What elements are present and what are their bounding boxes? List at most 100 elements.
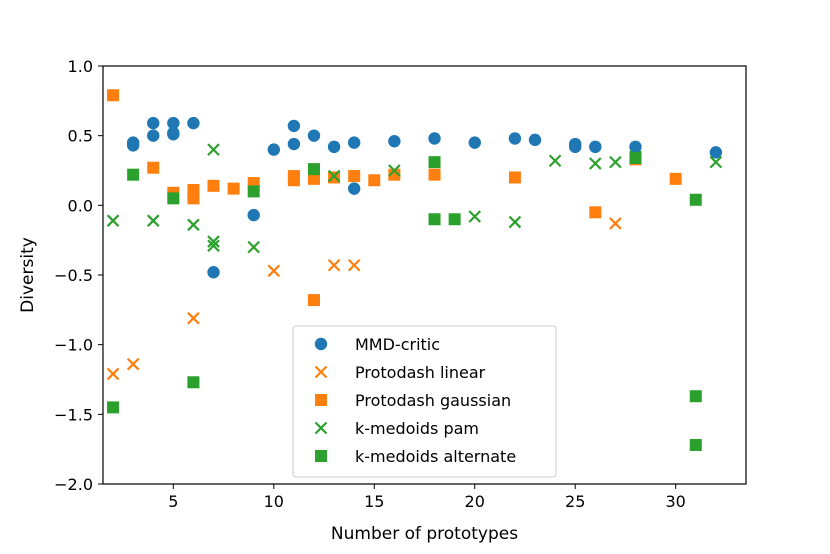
legend-item: k-medoids alternate (315, 447, 516, 466)
x-axis-label: Number of prototypes (331, 524, 518, 544)
legend-item: k-medoids pam (314, 419, 479, 438)
data-point (347, 258, 361, 272)
data-point (388, 168, 401, 181)
data-point (267, 143, 280, 156)
data-point (187, 184, 200, 197)
data-point (247, 185, 260, 198)
y-axis-label: Diversity (18, 237, 38, 313)
data-point (589, 140, 602, 154)
data-point (388, 135, 401, 148)
data-point (126, 136, 140, 149)
data-point (187, 311, 200, 325)
data-point (368, 174, 381, 187)
legend-marker (314, 365, 328, 379)
series-1 (106, 217, 622, 381)
data-point (106, 214, 120, 227)
legend-marker (315, 394, 327, 406)
data-point (629, 140, 642, 154)
y-tick-label: 0.0 (68, 196, 93, 215)
data-point (689, 390, 702, 403)
data-point (287, 119, 301, 133)
data-point (207, 239, 220, 253)
data-point (388, 164, 401, 177)
legend-label: MMD-critic (355, 335, 440, 354)
data-point (508, 132, 522, 145)
data-point (669, 172, 682, 185)
x-tick-label: 10 (264, 492, 284, 511)
data-point (127, 168, 140, 181)
data-point (207, 266, 220, 279)
data-point (227, 182, 240, 195)
data-point (146, 214, 160, 227)
y-tick-label: −1.5 (54, 405, 93, 424)
data-point (307, 163, 320, 176)
data-point (428, 132, 441, 145)
data-point (468, 210, 482, 223)
data-point (147, 129, 160, 142)
data-point (428, 213, 441, 226)
data-point (207, 235, 220, 248)
y-tick-label: −1.0 (54, 336, 93, 355)
data-point (348, 170, 361, 183)
data-point (307, 129, 321, 142)
data-point (107, 89, 120, 102)
data-point (247, 208, 260, 222)
data-point (106, 367, 120, 381)
data-point (107, 401, 120, 414)
data-point (287, 137, 301, 151)
data-point (689, 193, 702, 206)
y-tick-label: 1.0 (68, 57, 93, 76)
data-point (327, 169, 341, 183)
data-point (689, 438, 702, 451)
data-point (147, 161, 160, 174)
data-point (609, 217, 622, 230)
data-point (247, 240, 260, 254)
data-point (147, 116, 160, 130)
x-tick-label: 20 (465, 492, 485, 511)
series-4 (107, 151, 702, 451)
x-tick-label: 30 (665, 492, 685, 511)
data-point (428, 168, 441, 181)
y-tick-label: −2.0 (54, 475, 93, 494)
data-point (448, 213, 461, 226)
y-tick-label: −0.5 (54, 266, 93, 285)
data-point (126, 357, 140, 371)
data-point (207, 179, 220, 192)
x-tick-label: 5 (168, 492, 178, 511)
legend-label: k-medoids alternate (355, 447, 516, 466)
data-point (167, 192, 180, 205)
series-3 (106, 143, 723, 254)
legend: MMD-critic Protodash linear Protodash gaus… (292, 325, 557, 478)
legend-label: k-medoids pam (355, 419, 479, 438)
data-point (347, 182, 361, 195)
data-point (468, 136, 481, 149)
y-axis-ticks: −2.0 −1.5 −1.0 −0.5 0.0 0.5 1.0 (54, 57, 103, 494)
data-point (709, 146, 723, 159)
legend-marker (314, 337, 328, 351)
legend-marker (314, 421, 328, 435)
legend-label: Protodash linear (355, 363, 486, 382)
data-point (167, 116, 180, 130)
data-markers (106, 89, 723, 451)
data-point (307, 294, 320, 307)
series-0 (126, 116, 723, 279)
legend-item: Protodash linear (314, 363, 486, 382)
data-point (528, 133, 542, 147)
data-point (187, 218, 200, 232)
data-point (589, 157, 602, 170)
x-tick-label: 25 (565, 492, 585, 511)
data-point (167, 126, 180, 140)
data-point (548, 154, 562, 168)
data-point (508, 171, 521, 184)
data-point (428, 156, 441, 169)
legend-marker (315, 450, 327, 462)
legend-item: Protodash gaussian (315, 391, 511, 410)
x-axis-ticks: 5 10 15 20 25 30 (168, 484, 686, 511)
legend-item: MMD-critic (314, 335, 440, 354)
data-point (508, 215, 522, 229)
x-tick-label: 15 (364, 492, 384, 511)
data-point (327, 258, 341, 272)
data-point (187, 376, 200, 389)
data-point (267, 264, 281, 278)
